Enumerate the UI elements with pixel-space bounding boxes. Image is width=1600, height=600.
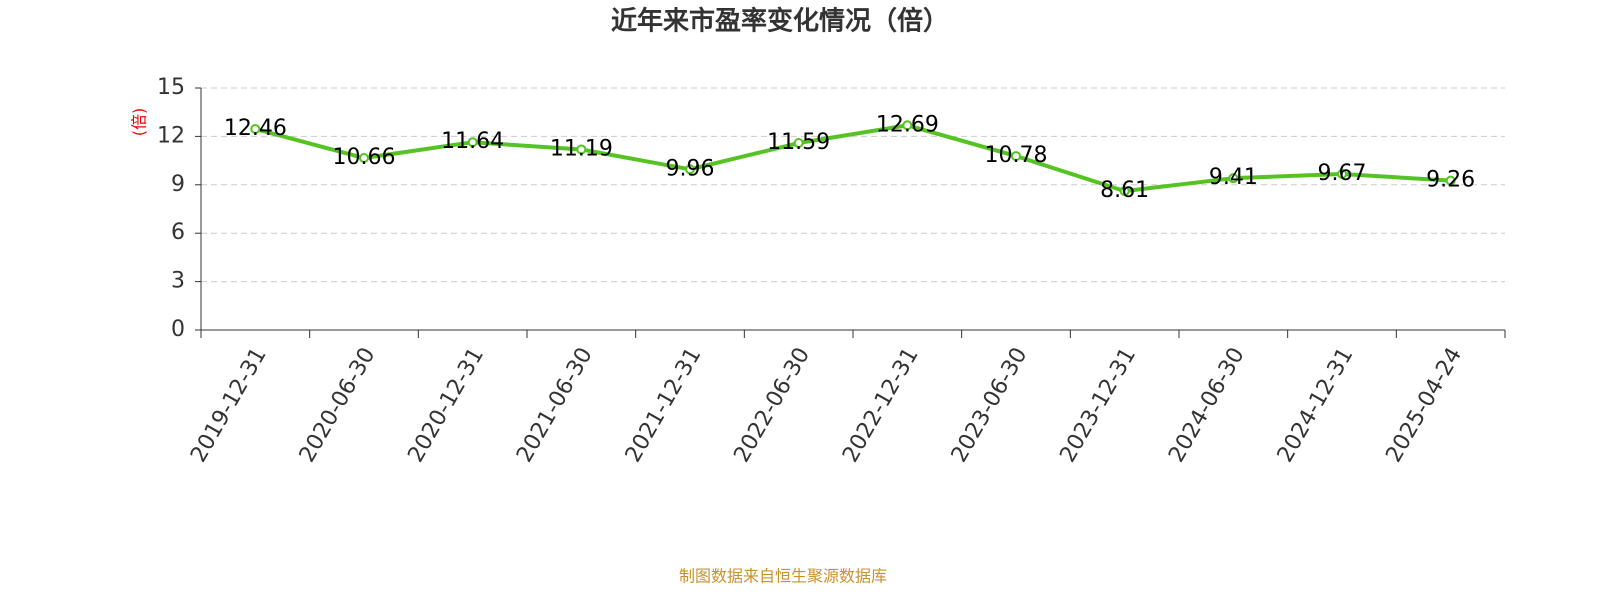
marker bbox=[576, 144, 587, 155]
y-tick-label: 9 bbox=[171, 172, 185, 197]
data-label: 11.64 bbox=[441, 129, 504, 154]
x-tick-label: 2022-06-30 bbox=[729, 344, 815, 467]
x-tick-label: 2020-12-31 bbox=[403, 344, 489, 467]
y-tick-label: 6 bbox=[171, 220, 185, 245]
y-tick-label: 3 bbox=[171, 269, 185, 294]
x-tick-label: 2019-12-31 bbox=[186, 344, 272, 467]
marker bbox=[902, 120, 913, 131]
x-tick-label: 2024-12-31 bbox=[1273, 344, 1359, 467]
marker bbox=[1337, 168, 1347, 179]
x-tick-label: 2020-06-30 bbox=[295, 344, 381, 467]
y-axis-label: (倍) bbox=[130, 108, 149, 137]
marker bbox=[793, 138, 804, 149]
marker bbox=[1228, 173, 1239, 184]
data-label: 10.66 bbox=[333, 145, 396, 170]
data-label: 11.59 bbox=[767, 130, 830, 155]
y-tick-label: 12 bbox=[157, 123, 185, 148]
data-label: 12.69 bbox=[876, 112, 939, 137]
x-tick-label: 2025-04-24 bbox=[1381, 344, 1467, 467]
x-tick-label: 2023-06-30 bbox=[947, 344, 1033, 467]
x-tick-label: 2023-12-31 bbox=[1055, 344, 1141, 467]
marker bbox=[685, 164, 695, 175]
source-note: 制图数据来自恒生聚源数据库 bbox=[679, 567, 887, 586]
y-tick-label: 0 bbox=[171, 317, 185, 342]
data-label: 9.96 bbox=[666, 156, 715, 181]
data-label: 11.19 bbox=[550, 136, 613, 161]
marker bbox=[1011, 151, 1021, 162]
data-label: 9.41 bbox=[1209, 165, 1258, 190]
data-label: 9.67 bbox=[1318, 161, 1367, 186]
data-label: 8.61 bbox=[1100, 178, 1149, 203]
marker bbox=[250, 123, 261, 134]
data-label: 12.46 bbox=[224, 116, 287, 141]
data-label: 10.78 bbox=[985, 143, 1048, 168]
marker bbox=[1445, 175, 1456, 186]
marker bbox=[1119, 186, 1130, 197]
x-tick-label: 2022-12-31 bbox=[838, 344, 924, 467]
data-label: 9.26 bbox=[1426, 168, 1475, 193]
y-tick-label: 15 bbox=[157, 75, 185, 100]
x-tick-label: 2021-12-31 bbox=[621, 344, 707, 467]
x-tick-label: 2021-06-30 bbox=[512, 344, 598, 467]
chart-title: 近年来市盈率变化情况（倍） bbox=[611, 6, 949, 37]
marker bbox=[359, 153, 369, 164]
x-tick-label: 2024-06-30 bbox=[1164, 344, 1250, 467]
line bbox=[254, 123, 1451, 194]
marker bbox=[467, 137, 478, 148]
